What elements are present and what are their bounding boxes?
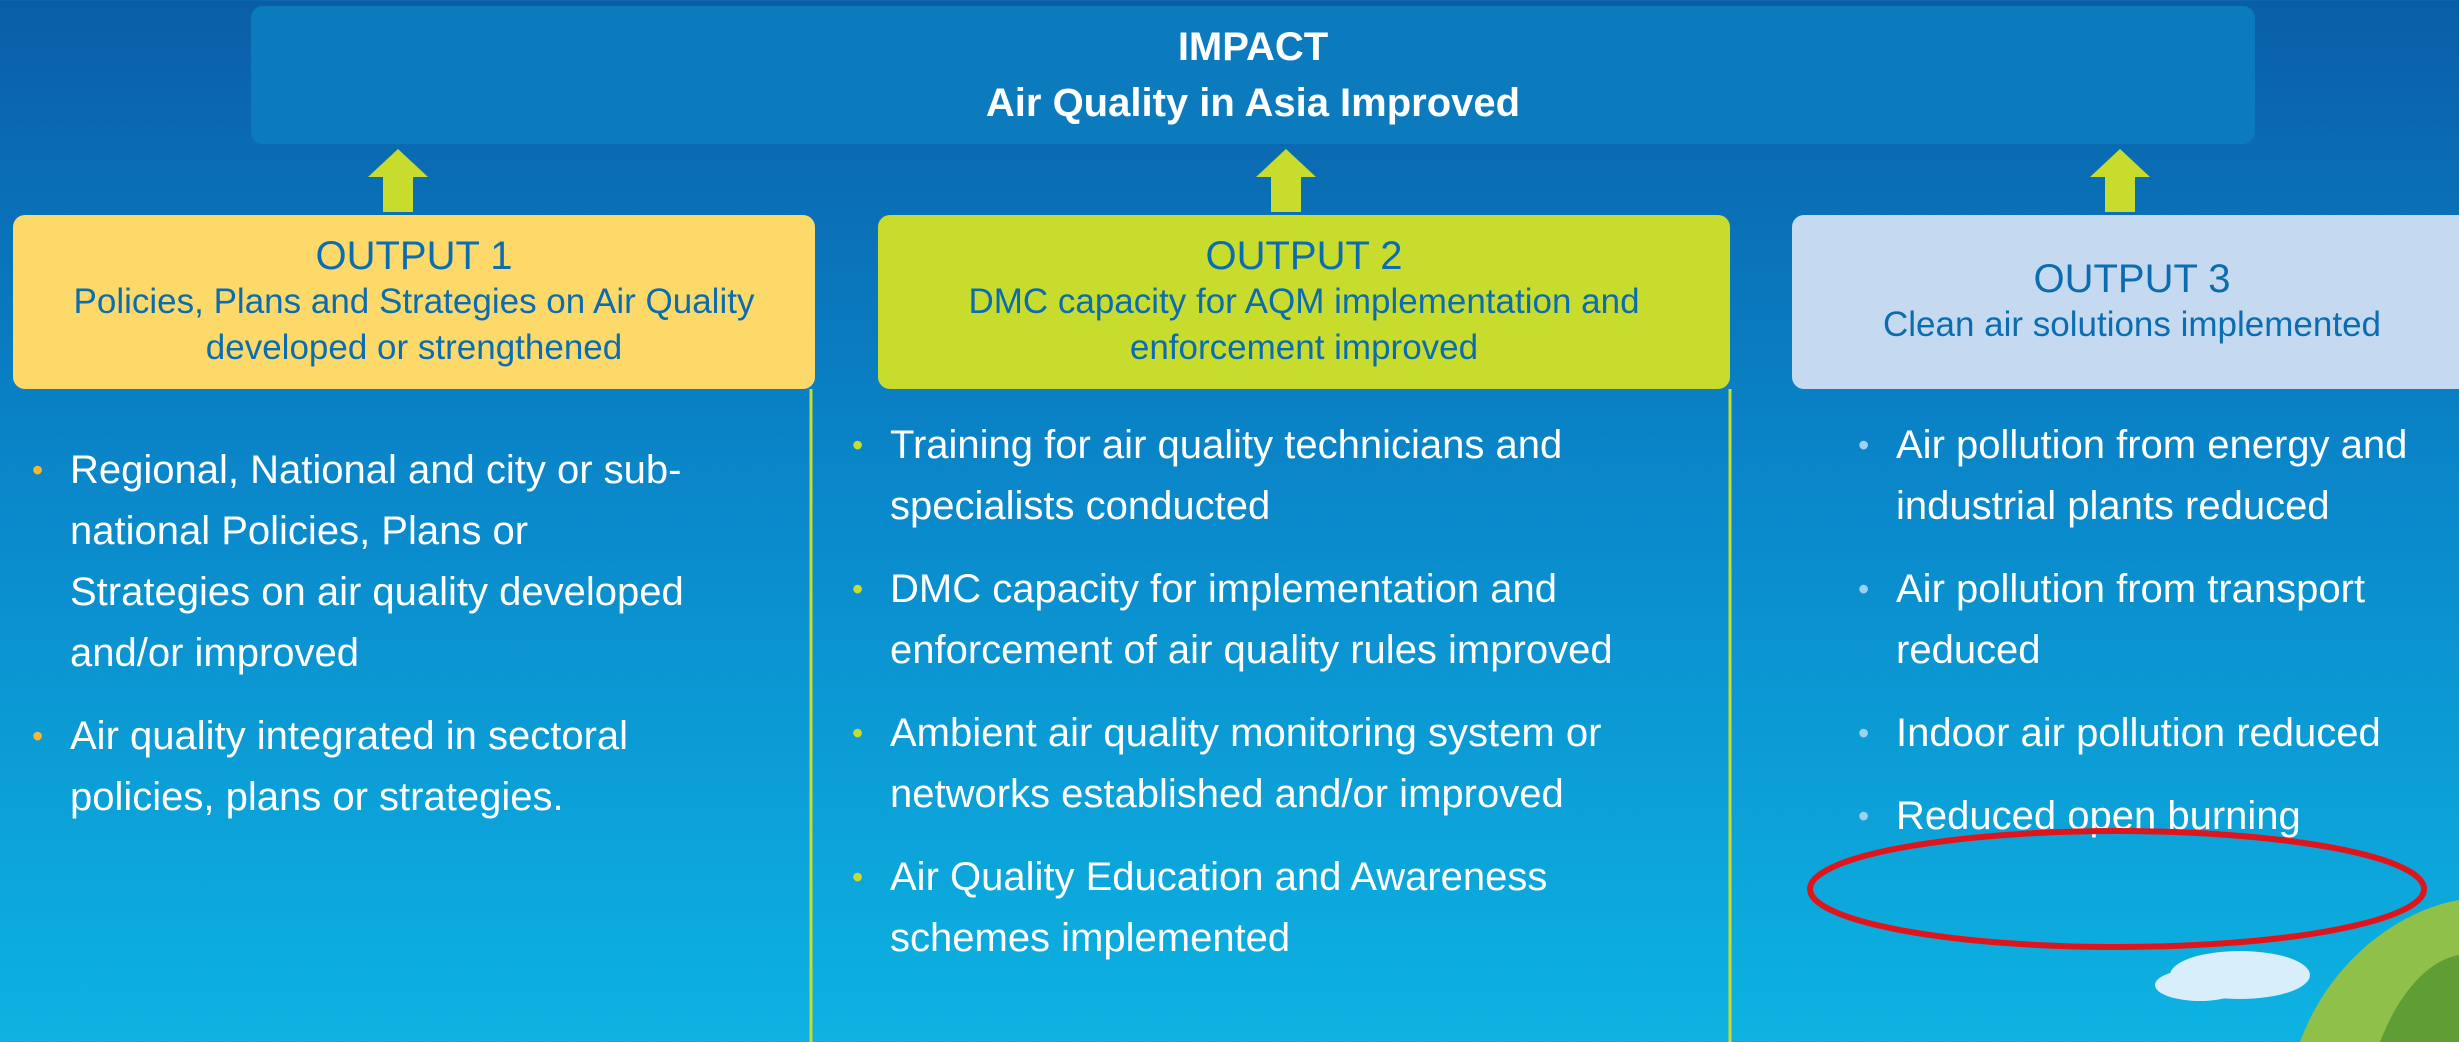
output-item: Air pollution from energy and industrial…: [1858, 415, 2458, 537]
cloud: [2170, 951, 2310, 999]
output-item: Regional, National and city or sub-natio…: [32, 440, 712, 684]
hill: [2300, 900, 2459, 1042]
impact-box: IMPACT Air Quality in Asia Improved: [251, 6, 2255, 144]
output-item: Air Quality Education and Awareness sche…: [852, 847, 1702, 969]
output-subtitle: Clean air solutions implemented: [1812, 302, 2452, 348]
output-item: Reduced open burning: [1858, 786, 2458, 847]
output-list: Training for air quality technicians and…: [852, 415, 1702, 991]
output-title: OUTPUT 2: [898, 234, 1710, 279]
output-item: Training for air quality technicians and…: [852, 415, 1702, 537]
output-subtitle: DMC capacity for AQM implementation and …: [898, 279, 1710, 370]
output-list: Regional, National and city or sub-natio…: [32, 440, 712, 850]
slide: IMPACT Air Quality in Asia Improved OUTP…: [0, 0, 2459, 1042]
output-item: Indoor air pollution reduced: [1858, 703, 2458, 764]
landscape: [2155, 900, 2459, 1042]
output-title: OUTPUT 3: [1812, 257, 2452, 302]
output-item: Air quality integrated in sectoral polic…: [32, 706, 712, 828]
cloud: [2155, 969, 2245, 1001]
output-item: DMC capacity for implementation and enfo…: [852, 559, 1702, 681]
output-item: Ambient air quality monitoring system or…: [852, 703, 1702, 825]
output-list: Air pollution from energy and industrial…: [1858, 415, 2458, 869]
arrow: [2090, 149, 2150, 212]
output-subtitle: Policies, Plans and Strategies on Air Qu…: [33, 279, 795, 370]
impact-title: IMPACT: [271, 19, 2235, 75]
arrow: [368, 149, 428, 212]
output-item: Air pollution from transport reduced: [1858, 559, 2458, 681]
impact-subtitle: Air Quality in Asia Improved: [271, 75, 2235, 131]
arrow: [1256, 149, 1316, 212]
arrows: [368, 149, 2150, 212]
output-title: OUTPUT 1: [33, 234, 795, 279]
hill: [2380, 955, 2459, 1042]
